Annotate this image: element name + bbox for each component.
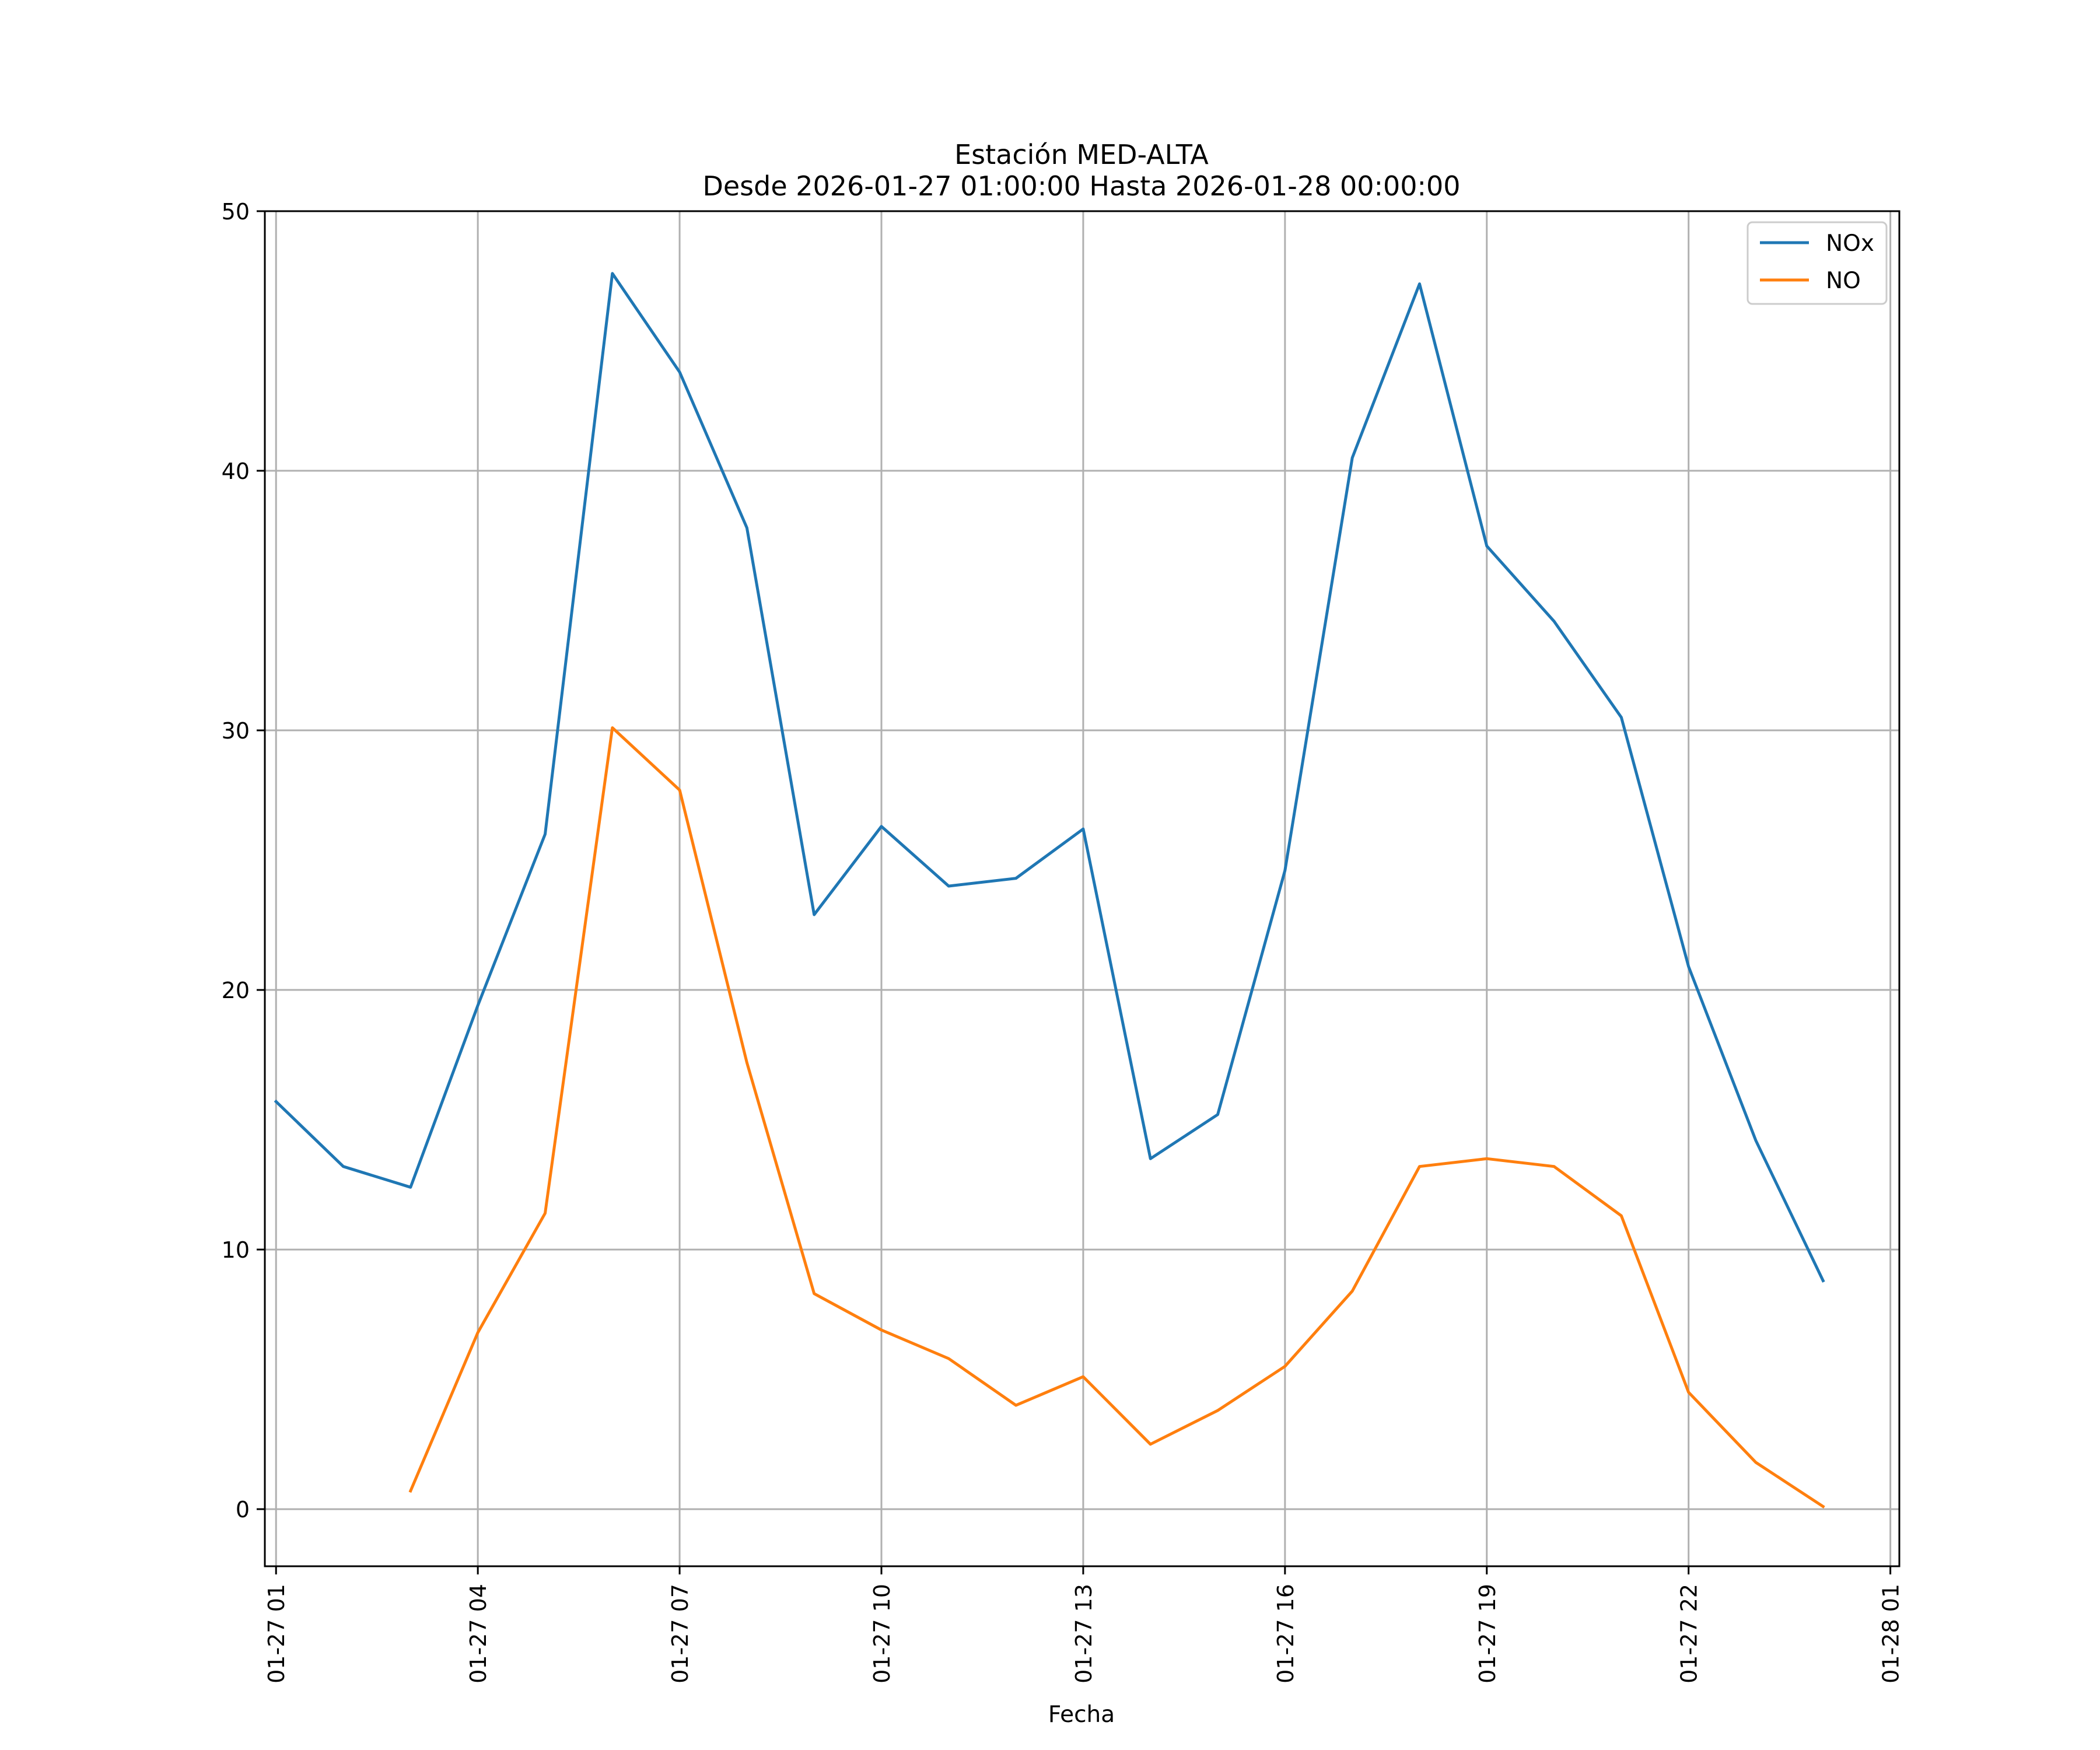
x-tick-label: 01-27 22 (1676, 1584, 1702, 1684)
x-tick-label: 01-27 01 (264, 1584, 289, 1684)
x-tick-label: 01-27 07 (667, 1584, 693, 1684)
y-tick-label: 20 (222, 978, 250, 1003)
legend-label-nox: NOx (1826, 230, 1874, 257)
y-tick-label: 30 (222, 718, 250, 744)
x-tick-label: 01-27 19 (1475, 1584, 1500, 1684)
x-tick-label: 01-27 13 (1071, 1584, 1097, 1684)
axes: 0 10 20 30 40 50 01-27 01 01-27 04 01-27 07 01-27… (222, 199, 1904, 1684)
x-tick-label: 01-27 10 (869, 1584, 895, 1684)
y-tick-label: 40 (222, 459, 250, 484)
legend: NOx NO (1746, 221, 1888, 305)
y-tick-label: 50 (222, 199, 250, 225)
chart-title: Estación MED-ALTA (954, 139, 1209, 170)
x-tick-label: 01-28 01 (1878, 1584, 1904, 1684)
chart-subtitle: Desde 2026-01-27 01:00:00 Hasta 2026-01-… (702, 170, 1460, 202)
series-lines (274, 272, 1825, 1509)
legend-label-no: NO (1826, 268, 1861, 294)
x-tick-label: 01-27 16 (1273, 1584, 1298, 1684)
y-tick-label: 0 (236, 1497, 250, 1522)
x-axis-label: Fecha (1048, 1702, 1115, 1728)
plot-frame (264, 210, 1901, 1567)
series-line-nox (274, 272, 1825, 1283)
y-tick-label: 10 (222, 1237, 250, 1263)
x-tick-label: 01-27 04 (466, 1584, 491, 1684)
series-line-no (408, 726, 1825, 1509)
